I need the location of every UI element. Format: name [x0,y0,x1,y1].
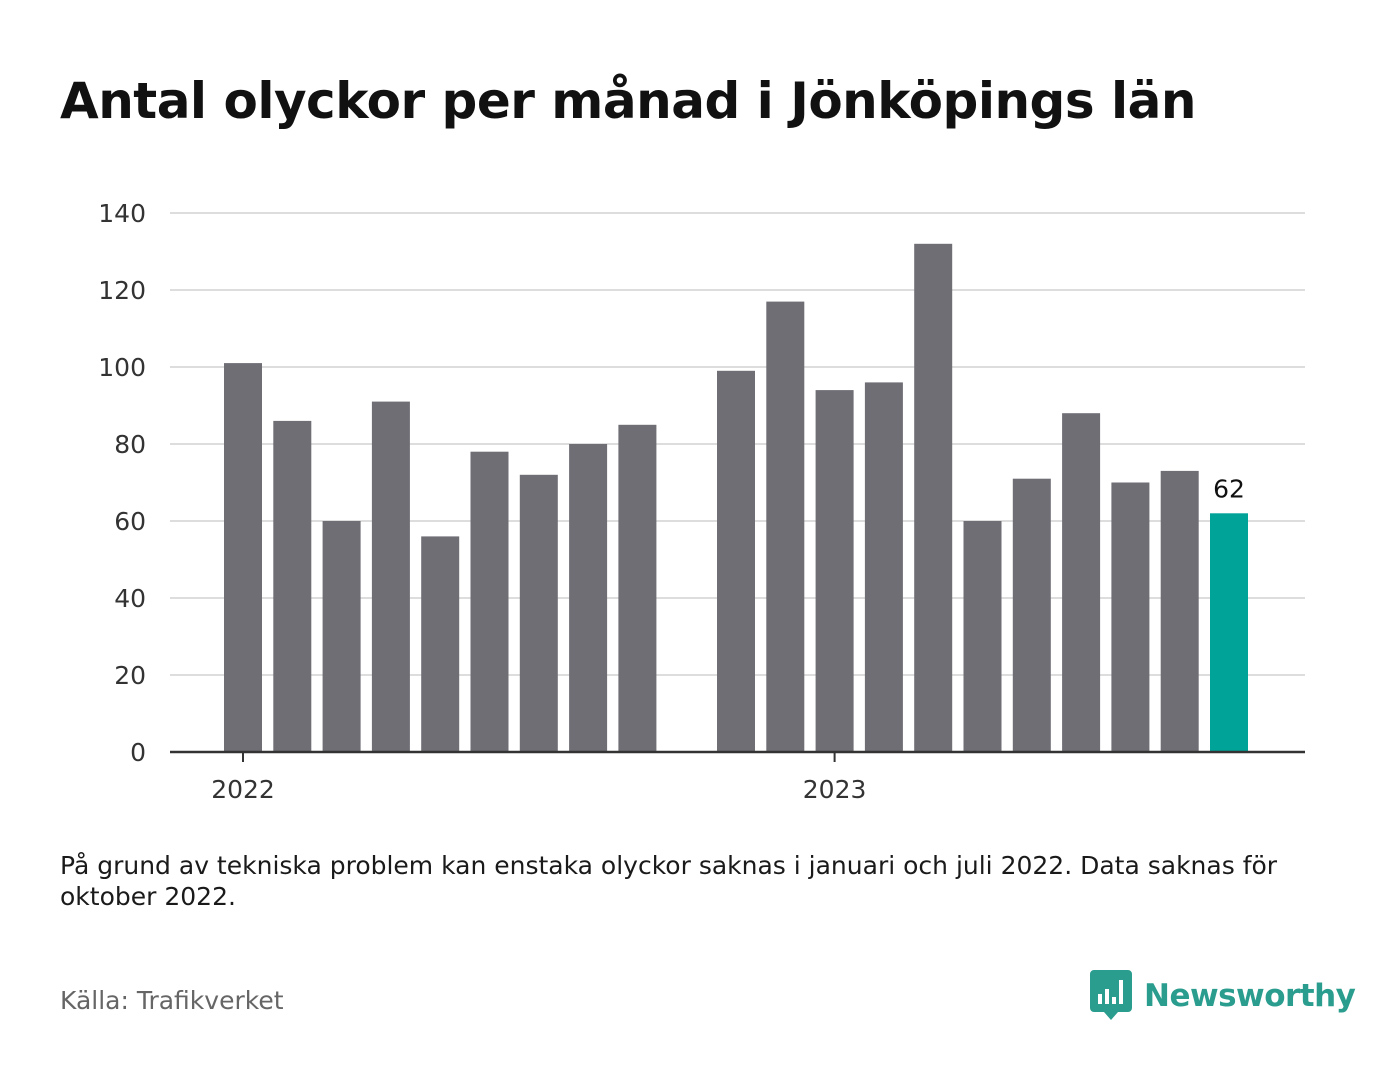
y-tick-label-20: 20 [114,661,146,690]
bar-2023-04 [963,521,1002,752]
brand-name: Newsworthy [1144,978,1356,1014]
newsworthy-logo-icon [1090,970,1132,1020]
footnote: På grund av tekniska problem kan enstaka… [60,851,1278,911]
data-label-2023-09: 62 [1213,474,1245,503]
bar-2022-08 [569,444,608,752]
bar-2023-01 [815,390,854,752]
bar-2022-05 [421,536,460,752]
bar-2023-02 [864,382,903,752]
bar-2022-01 [224,363,262,752]
y-tick-label-0: 0 [130,738,146,767]
brand-logo: Newsworthy [1090,970,1356,1022]
bar-2022-09 [618,424,657,753]
bar-2023-07 [1111,482,1150,752]
y-tick-label-120: 120 [98,276,146,305]
bar-2022-03 [322,521,361,752]
source-credit: Källa: Trafikverket [60,986,284,1015]
chart-title: Antal olyckor per månad i Jönköpings län [60,72,1196,130]
y-axis-tick-labels: 0 20 40 60 80 100 120 140 [98,199,146,767]
bar-2023-03 [914,243,953,753]
y-tick-label-80: 80 [114,430,146,459]
x-tick-label-2022: 2022 [211,775,275,804]
bar-2023-08 [1160,470,1199,752]
bar-2022-12 [766,301,805,752]
y-tick-label-40: 40 [114,584,146,613]
bar-2022-11 [717,370,755,752]
y-tick-label-100: 100 [98,353,146,382]
bars [224,243,1248,753]
bar-2023-09 [1210,513,1248,752]
y-tick-label-140: 140 [98,199,146,228]
bar-2023-05 [1012,478,1051,752]
x-tick-label-2023: 2023 [803,775,867,804]
bar-2022-06 [470,451,509,752]
bar-2022-07 [519,474,558,752]
bar-2022-04 [371,401,410,752]
bar-2022-02 [273,420,312,752]
bar-2023-06 [1062,413,1101,752]
y-tick-label-60: 60 [114,507,146,536]
x-axis-ticks: 2022 2023 [211,752,866,804]
bar-chart: 0 20 40 60 80 100 120 140 2022 2023 62 [98,199,1305,804]
data-labels: 62 [1213,474,1245,503]
